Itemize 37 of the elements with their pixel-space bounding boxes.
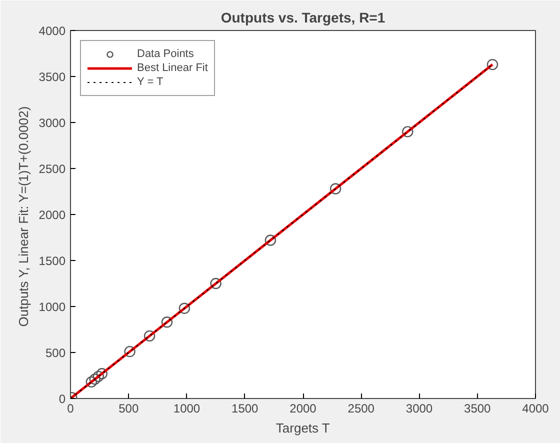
chart-title: Outputs vs. Targets, R=1	[220, 10, 386, 26]
y-tick-label: 4000	[38, 24, 66, 38]
point	[124, 346, 136, 358]
point	[402, 126, 414, 138]
point	[486, 58, 498, 70]
point	[161, 316, 173, 328]
x-tick-label: 2500	[348, 402, 375, 416]
point	[144, 330, 156, 342]
x-tick-label: 3000	[406, 402, 433, 416]
legend-label: Y = T	[137, 76, 164, 88]
x-tick-label: 4000	[522, 402, 550, 416]
x-tick-label: 1500	[232, 402, 259, 416]
point	[89, 374, 101, 385]
x-axis-title: Targets T	[276, 420, 330, 436]
y-tick-label: 500	[45, 346, 66, 360]
y-tick-label: 3000	[38, 116, 66, 130]
point	[86, 376, 98, 388]
x-tick-label: 2000	[290, 402, 317, 416]
x-tick-label: 500	[118, 402, 139, 416]
point	[210, 278, 222, 290]
x-tick-label: 0	[67, 402, 74, 416]
y-tick-label: 3500	[38, 70, 66, 84]
legend-label: Best Linear Fit	[137, 62, 208, 74]
legend-label: Data Points	[137, 48, 194, 60]
x-tick-label: 3500	[464, 402, 492, 416]
point	[92, 370, 104, 382]
y-tick-label: 1500	[38, 254, 66, 268]
y-axis-title: Outputs Y, Linear Fit: Y=(1)T+(0.0002)	[16, 106, 31, 327]
y-tick-label: 0	[58, 392, 66, 406]
y-tick-label: 1000	[38, 300, 66, 314]
point	[264, 234, 276, 246]
y-tick-label: 2500	[38, 162, 66, 176]
point	[178, 302, 190, 314]
point	[96, 368, 108, 380]
x-tick-label: 1000	[173, 402, 200, 416]
point	[330, 183, 342, 194]
y-tick-label: 2000	[38, 208, 66, 222]
